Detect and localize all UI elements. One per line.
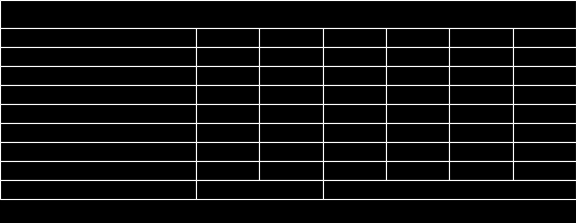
Bar (0, 123, 196, 142)
Bar (323, 85, 386, 104)
Bar (0, 161, 196, 180)
Bar (323, 47, 386, 66)
Bar (513, 47, 576, 66)
Bar (0, 47, 196, 66)
Bar (513, 28, 576, 47)
Bar (386, 85, 449, 104)
Bar (449, 66, 513, 85)
Bar (323, 123, 386, 142)
Bar (513, 104, 576, 123)
Bar (323, 180, 576, 199)
Bar (196, 28, 259, 47)
Bar (513, 66, 576, 85)
Bar (513, 85, 576, 104)
Bar (196, 123, 259, 142)
Bar (259, 123, 323, 142)
Bar (323, 28, 386, 47)
Bar (0, 180, 196, 199)
Bar (323, 66, 386, 85)
Bar (449, 28, 513, 47)
Bar (386, 104, 449, 123)
Bar (513, 123, 576, 142)
Bar (196, 47, 259, 66)
Bar (259, 161, 323, 180)
Bar (449, 85, 513, 104)
Bar (513, 142, 576, 161)
Bar (386, 47, 449, 66)
Bar (259, 142, 323, 161)
Bar (449, 47, 513, 66)
Bar (386, 161, 449, 180)
Bar (0, 0, 576, 28)
Bar (386, 28, 449, 47)
Bar (0, 28, 196, 47)
Bar (0, 104, 196, 123)
Bar (259, 104, 323, 123)
Bar (196, 85, 259, 104)
Bar (323, 142, 386, 161)
Bar (259, 85, 323, 104)
Bar (196, 104, 259, 123)
Bar (0, 142, 196, 161)
Bar (196, 142, 259, 161)
Bar (449, 123, 513, 142)
Bar (196, 161, 259, 180)
Bar (196, 66, 259, 85)
Bar (259, 28, 323, 47)
Bar (449, 142, 513, 161)
Bar (386, 66, 449, 85)
Bar (259, 47, 323, 66)
Bar (0, 85, 196, 104)
Bar (449, 161, 513, 180)
Bar (196, 180, 323, 199)
Bar (0, 66, 196, 85)
Bar (386, 142, 449, 161)
Bar (386, 123, 449, 142)
Bar (259, 66, 323, 85)
Bar (323, 161, 386, 180)
Bar (513, 161, 576, 180)
Bar (323, 104, 386, 123)
Bar (449, 104, 513, 123)
